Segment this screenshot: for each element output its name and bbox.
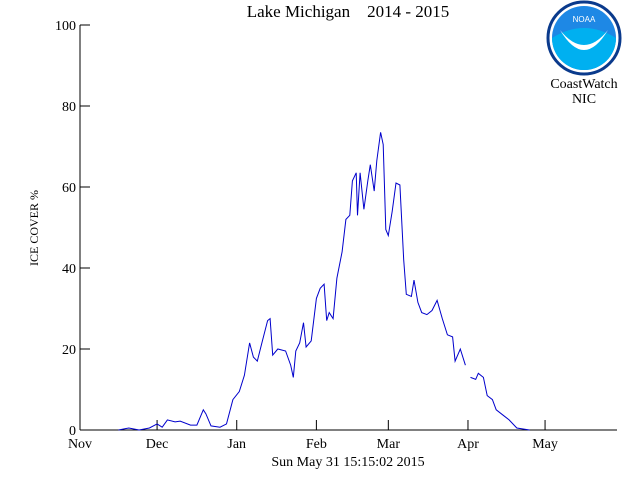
y-axis-label: ICE COVER % [27, 190, 41, 266]
x-tick-label: Jan [227, 437, 246, 452]
noaa-logo: NOAA [546, 0, 622, 76]
y-tick-label: 0 [69, 424, 76, 439]
logo-bird [560, 30, 608, 50]
x-tick-label: Apr [457, 437, 479, 452]
x-tick-label: Nov [68, 437, 92, 452]
x-tick-label: Feb [306, 437, 327, 452]
y-tick-label: 40 [62, 262, 76, 277]
annotation: NIC [572, 92, 596, 107]
x-tick-label: Mar [377, 437, 401, 452]
y-tick-label: 20 [62, 343, 76, 358]
x-tick-label: Dec [146, 437, 169, 452]
y-tick-label: 80 [62, 100, 76, 115]
x-tick-label: May [532, 437, 558, 452]
chart-title: Lake Michigan 2014 - 2015 [247, 2, 450, 21]
x-axis-label: Sun May 31 15:15:02 2015 [271, 455, 424, 470]
ice-cover-line [118, 132, 530, 431]
annotation: CoastWatch [550, 77, 617, 92]
y-tick-label: 100 [55, 19, 76, 34]
logo-text: NOAA [573, 15, 596, 24]
y-tick-label: 60 [62, 181, 76, 196]
